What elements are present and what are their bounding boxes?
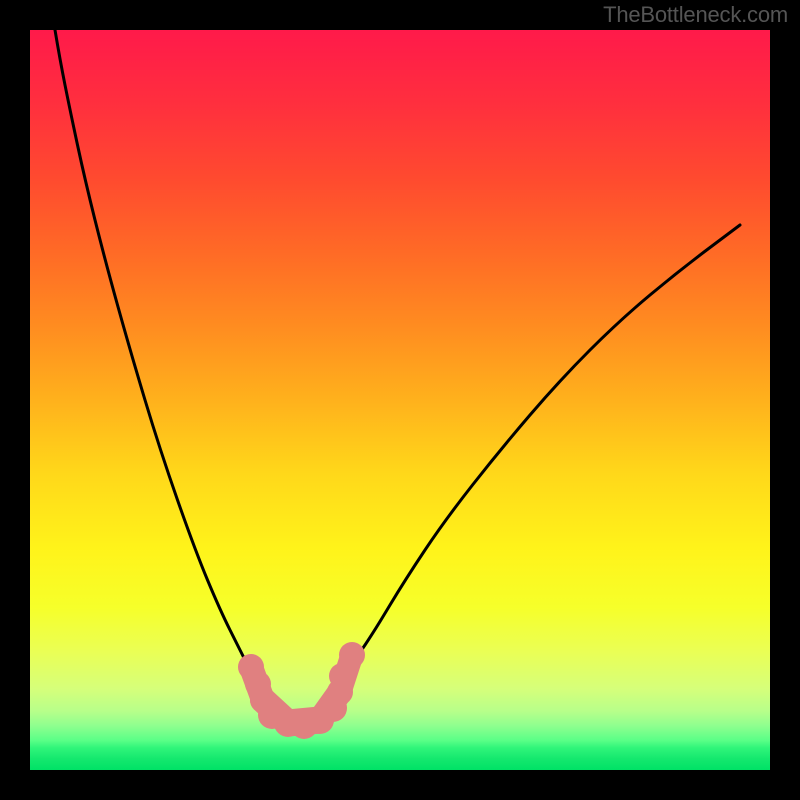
bottleneck-chart (0, 0, 800, 800)
chart-container: TheBottleneck.com (0, 0, 800, 800)
gradient-background (30, 30, 770, 770)
overlay-node (339, 642, 365, 668)
watermark-text: TheBottleneck.com (603, 2, 788, 28)
